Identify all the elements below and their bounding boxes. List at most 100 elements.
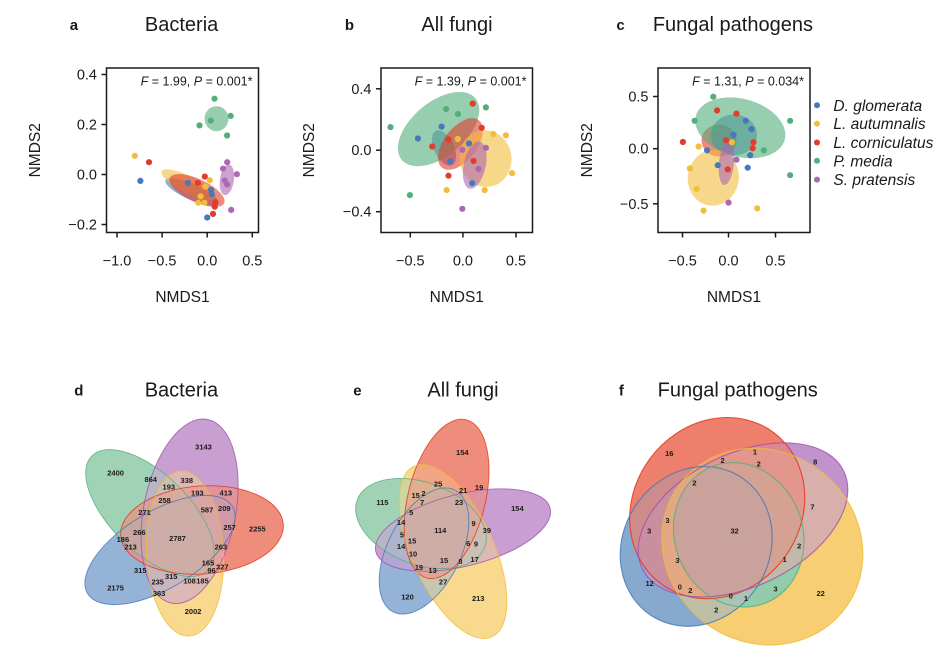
svg-text:e: e [353, 383, 361, 400]
svg-text:120: 120 [401, 593, 414, 602]
svg-text:193: 193 [191, 489, 204, 498]
svg-text:2175: 2175 [107, 583, 124, 592]
svg-text:363: 363 [153, 589, 166, 598]
svg-text:NMDS1: NMDS1 [155, 289, 209, 306]
svg-text:b: b [345, 17, 354, 34]
svg-text:25: 25 [434, 480, 442, 489]
svg-text:185: 185 [196, 577, 209, 586]
svg-text:NMDS1: NMDS1 [430, 289, 484, 306]
svg-text:S. pratensis: S. pratensis [833, 172, 915, 189]
svg-text:327: 327 [216, 563, 229, 572]
svg-text:315: 315 [165, 572, 178, 581]
svg-text:213: 213 [472, 594, 485, 603]
svg-text:263: 263 [215, 543, 228, 552]
svg-text:0.5: 0.5 [506, 254, 526, 270]
svg-text:8: 8 [813, 458, 817, 467]
svg-text:F = 1.31, P = 0.034*: F = 1.31, P = 0.034* [692, 75, 804, 89]
svg-text:2: 2 [421, 489, 425, 498]
svg-text:27: 27 [439, 578, 447, 587]
svg-text:Bacteria: Bacteria [145, 14, 219, 36]
svg-text:2: 2 [714, 605, 718, 614]
svg-text:2400: 2400 [107, 469, 124, 478]
svg-text:114: 114 [434, 526, 447, 535]
svg-text:a: a [70, 17, 79, 34]
svg-text:19: 19 [415, 563, 423, 572]
svg-text:−1.0: −1.0 [103, 254, 132, 270]
svg-text:10: 10 [409, 549, 417, 558]
svg-text:0.0: 0.0 [351, 143, 371, 159]
svg-text:1: 1 [744, 594, 748, 603]
svg-text:115: 115 [376, 498, 388, 507]
svg-text:3: 3 [647, 527, 651, 536]
svg-text:32: 32 [730, 527, 738, 536]
svg-text:235: 235 [151, 577, 164, 586]
svg-text:154: 154 [456, 448, 469, 457]
svg-text:209: 209 [218, 504, 231, 513]
svg-text:165: 165 [202, 558, 215, 567]
svg-text:Bacteria: Bacteria [145, 380, 219, 402]
svg-text:271: 271 [138, 508, 151, 517]
svg-text:9: 9 [474, 540, 478, 549]
svg-text:2787: 2787 [169, 534, 186, 543]
svg-text:3: 3 [665, 516, 669, 525]
svg-text:16: 16 [665, 449, 673, 458]
svg-text:7: 7 [810, 502, 814, 511]
svg-text:−0.5: −0.5 [148, 254, 177, 270]
svg-text:21: 21 [459, 486, 467, 495]
svg-text:39: 39 [483, 526, 491, 535]
svg-text:2: 2 [688, 586, 692, 595]
svg-text:−0.2: −0.2 [68, 218, 97, 234]
svg-text:15: 15 [440, 556, 448, 565]
svg-text:2: 2 [721, 456, 725, 465]
svg-text:0.0: 0.0 [453, 254, 473, 270]
svg-text:6: 6 [466, 539, 470, 548]
svg-text:−0.4: −0.4 [343, 205, 372, 221]
svg-text:d: d [74, 383, 83, 400]
svg-text:0.0: 0.0 [77, 168, 97, 184]
svg-text:0: 0 [678, 583, 682, 592]
svg-text:0.5: 0.5 [242, 254, 262, 270]
svg-text:NMDS2: NMDS2 [301, 123, 318, 177]
svg-text:0.5: 0.5 [628, 90, 648, 106]
svg-text:154: 154 [511, 504, 524, 513]
svg-text:17: 17 [470, 555, 478, 564]
svg-text:2255: 2255 [249, 525, 266, 534]
svg-text:13: 13 [428, 566, 436, 575]
svg-text:L. autumnalis: L. autumnalis [833, 116, 925, 133]
svg-text:0.5: 0.5 [765, 254, 785, 270]
svg-text:1: 1 [753, 448, 757, 457]
svg-text:5: 5 [409, 508, 413, 517]
svg-text:413: 413 [220, 489, 233, 498]
svg-text:−0.5: −0.5 [396, 254, 425, 270]
svg-text:Fungal pathogens: Fungal pathogens [653, 14, 813, 36]
svg-text:22: 22 [817, 589, 825, 598]
svg-text:D. glomerata: D. glomerata [833, 98, 922, 115]
svg-text:3: 3 [773, 584, 777, 593]
svg-text:257: 257 [223, 523, 236, 532]
svg-text:0: 0 [729, 592, 733, 601]
svg-text:14: 14 [397, 542, 406, 551]
svg-text:266: 266 [133, 528, 146, 537]
svg-text:All fungi: All fungi [421, 14, 492, 36]
svg-text:587: 587 [201, 506, 214, 515]
svg-text:7: 7 [420, 498, 424, 507]
svg-text:0.0: 0.0 [718, 254, 738, 270]
svg-text:864: 864 [144, 475, 157, 484]
svg-text:0.0: 0.0 [197, 254, 217, 270]
svg-text:15: 15 [408, 537, 416, 546]
svg-text:23: 23 [455, 498, 463, 507]
svg-text:All fungi: All fungi [427, 380, 498, 402]
svg-text:14: 14 [397, 518, 406, 527]
svg-text:193: 193 [163, 483, 176, 492]
svg-text:0.2: 0.2 [77, 118, 97, 134]
svg-text:1: 1 [783, 555, 787, 564]
svg-text:3: 3 [675, 556, 679, 565]
svg-text:315: 315 [134, 566, 147, 575]
svg-text:213: 213 [124, 543, 137, 552]
svg-text:3143: 3143 [195, 443, 212, 452]
svg-text:2: 2 [757, 460, 761, 469]
svg-text:186: 186 [117, 535, 130, 544]
svg-text:F = 1.99, P = 0.001*: F = 1.99, P = 0.001* [141, 75, 253, 89]
svg-text:−0.5: −0.5 [620, 197, 649, 213]
svg-text:12: 12 [646, 579, 654, 588]
